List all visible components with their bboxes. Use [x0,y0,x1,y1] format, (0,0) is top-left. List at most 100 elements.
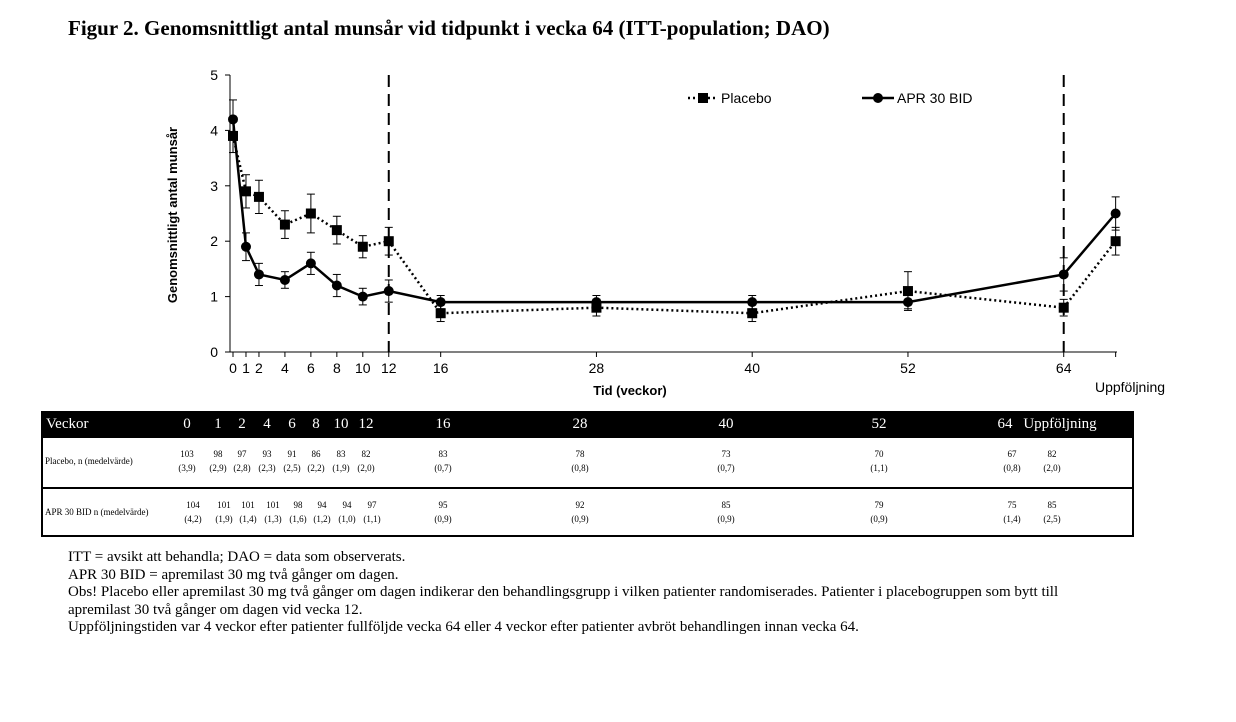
x-tick-label: 12 [381,360,397,376]
legend-label-placebo: Placebo [721,90,772,106]
x-tick-label: 0 [229,360,237,376]
table-cell: 92 (0,9) [571,498,588,526]
column-header: 12 [358,416,374,432]
x-tick-label: 28 [589,360,605,376]
x-tick-label: Uppföljning [1095,379,1165,395]
table-cell: 79 (0,9) [870,498,887,526]
series-line-0 [231,135,1117,315]
column-header: 16 [435,416,451,432]
row-label: APR 30 BID n (medelvärde) [45,507,149,517]
table-header: Veckor 0 1 2 4 6 8 10 12 16 28 40 52 64 Uppföljning [43,413,1132,438]
header-label: Veckor [46,416,89,432]
cell-n: 94 [317,500,327,510]
placebo-point [357,241,368,252]
table-cell: 82 (2,0) [357,447,374,475]
cell-mean: (2,3) [258,463,276,473]
note: Uppföljningstiden var 4 veckor efter pat… [68,619,859,635]
cell-n: 86 [311,449,321,459]
apr-point [357,291,368,302]
cell-mean: (2,8) [233,463,251,473]
table-cell: 94 (1,2) [313,498,330,526]
y-tick-label: 4 [210,122,218,138]
column-header: 6 [288,416,296,432]
column-header: 40 [718,416,734,432]
cell-mean: (1,4) [239,514,257,524]
x-tick-label: 16 [433,360,449,376]
apr-point [240,241,251,252]
cell-n: 104 [186,500,200,510]
column-header: 8 [312,416,320,432]
placebo-point [383,236,394,247]
apr-point [1110,208,1121,219]
y-tick-label: 2 [210,233,218,249]
column-header: 52 [871,416,887,432]
apr-point [253,269,264,280]
cell-n: 101 [241,500,255,510]
legend-label-apr: APR 30 BID [897,90,972,106]
placebo-point [1110,236,1121,247]
apr-point [228,114,238,125]
cell-n: 93 [262,449,272,459]
y-axis-label: Genomsnittligt antal munsår [165,127,180,303]
column-header: Uppföljning [1023,416,1097,432]
cell-mean: (2,2) [307,463,325,473]
y-tick-label: 0 [210,344,218,360]
table-cell: 85 (2,5) [1043,498,1060,526]
cell-mean: (1,1) [870,463,888,473]
cell-mean: (0,9) [571,514,589,524]
series-line-1 [231,119,1117,304]
table-row-apr: APR 30 BID n (medelvärde) 104 (4,2) 101 (1,… [43,489,1132,538]
placebo-point [279,219,290,230]
cell-n: 82 [1047,449,1057,459]
cell-n: 85 [1047,500,1057,510]
legend-marker-apr [873,93,883,103]
table-cell: 98 (1,6) [289,498,306,526]
cell-mean: (1,9) [332,463,350,473]
cell-mean: (0,8) [1003,463,1021,473]
cell-n: 82 [361,449,371,459]
figure-title: Figur 2. Genomsnittligt antal munsår vid… [68,16,830,40]
table-cell: 67 (0,8) [1003,447,1020,475]
cell-n: 98 [213,449,223,459]
table-cell: 91 (2,5) [283,447,300,475]
table-cell: 86 (2,2) [307,447,324,475]
cell-n: 78 [575,449,585,459]
cell-mean: (1,3) [264,514,282,524]
placebo-point [305,208,316,219]
table-cell: 73 (0,7) [717,447,734,475]
table-cell: 83 (0,7) [434,447,451,475]
x-axis-label: Tid (veckor) [593,383,666,398]
column-header: 64 [997,416,1013,432]
table-cell: 104 (4,2) [184,498,201,526]
cell-n: 70 [874,449,884,459]
cell-n: 101 [217,500,231,510]
cell-mean: (0,9) [870,514,888,524]
cell-n: 101 [266,500,280,510]
x-tick-label: 52 [900,360,916,376]
table-cell: 70 (1,1) [870,447,887,475]
cell-n: 97 [237,449,247,459]
cell-mean: (2,0) [357,463,375,473]
column-header: 4 [263,416,271,432]
cell-mean: (2,5) [1043,514,1061,524]
apr-point [435,297,446,308]
table-cell: 101 (1,9) [215,498,232,526]
table-cell: 94 (1,0) [338,498,355,526]
table-cell: 103 (3,9) [178,447,195,475]
x-tick-label: 2 [255,360,263,376]
table-cell: 97 (2,8) [233,447,250,475]
x-tick-label: 64 [1056,360,1072,376]
table-cell: 93 (2,3) [258,447,275,475]
note: ITT = avsikt att behandla; DAO = data so… [68,549,406,565]
cell-mean: (1,6) [289,514,307,524]
table-cell: 101 (1,4) [239,498,256,526]
table-cell: 78 (0,8) [571,447,588,475]
cell-n: 85 [721,500,731,510]
cell-mean: (3,9) [178,463,196,473]
x-tick-label: 10 [355,360,371,376]
note: Obs! Placebo eller apremilast 30 mg två … [68,584,1059,618]
row-label: Placebo, n (medelvärde) [45,456,133,466]
footnotes: ITT = avsikt att behandla; DAO = data so… [68,549,1078,637]
cell-n: 91 [287,449,297,459]
table-row-placebo: Placebo, n (medelvärde) 103 (3,9) 98 (2,9) 9… [43,438,1132,489]
